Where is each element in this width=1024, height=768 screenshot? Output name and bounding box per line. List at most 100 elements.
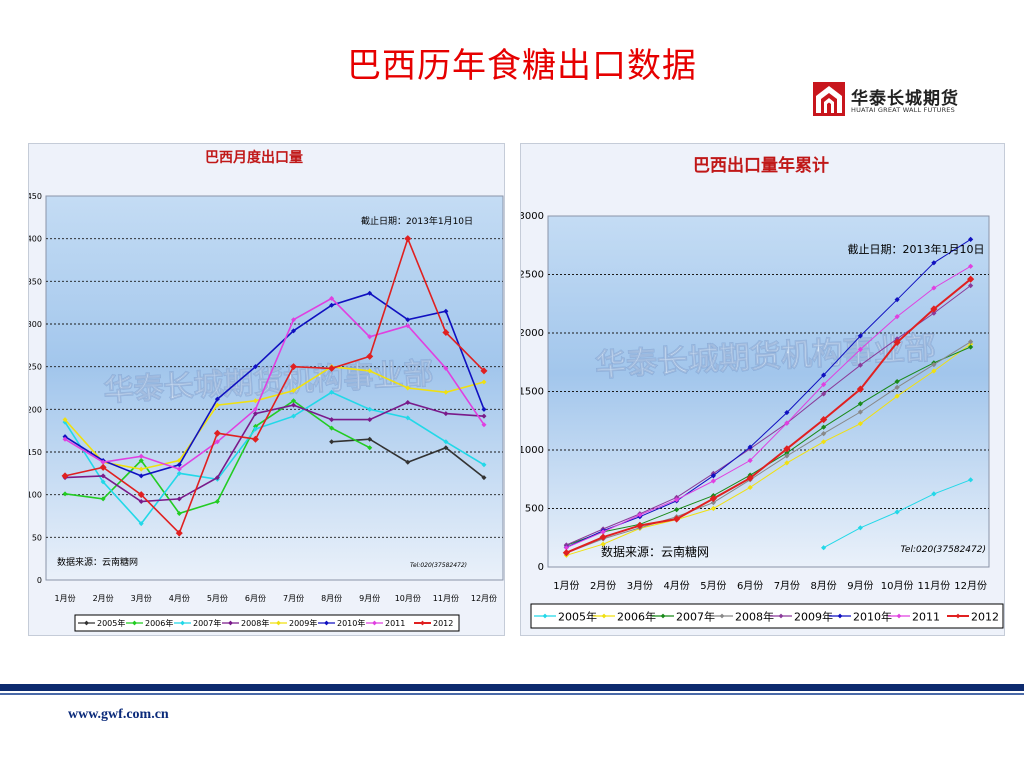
data-point — [214, 475, 220, 481]
legend-label: 2012 — [433, 619, 453, 628]
y-tick-label: 250 — [29, 363, 42, 372]
data-point — [252, 398, 258, 404]
data-point — [968, 263, 974, 269]
y-tick-label: 3000 — [521, 211, 544, 222]
x-tick-label: 8月份 — [810, 580, 836, 592]
legend-marker — [837, 613, 843, 619]
data-point — [290, 363, 298, 371]
data-point — [176, 470, 182, 476]
data-point — [747, 457, 753, 464]
data-point — [176, 466, 182, 472]
x-tick-label: 9月份 — [847, 580, 873, 592]
chart-title: 巴西月度出口量 — [205, 149, 303, 166]
data-point — [291, 413, 297, 419]
tel-annotation: Tel:020(37582472) — [901, 545, 986, 555]
data-point — [857, 401, 863, 407]
series-line — [64, 297, 485, 470]
x-tick-label: 3月份 — [627, 580, 653, 592]
data-point — [329, 302, 335, 308]
data-point — [481, 406, 487, 412]
source-annotation: 数据来源：云南糖网 — [57, 556, 138, 568]
data-point — [405, 459, 411, 465]
data-point — [600, 541, 606, 547]
cumulative-export-chart: 巴西出口量年累计 0 500 1000 1500 2000 2500 3000 1月份 2月份 3月… — [520, 143, 1005, 636]
data-point — [213, 429, 221, 437]
legend-label: 2009年 — [794, 610, 833, 624]
data-point — [481, 422, 487, 428]
legend-marker — [542, 613, 548, 619]
data-point — [138, 453, 144, 459]
series-line — [64, 365, 485, 470]
x-tick-label: 10月份 — [395, 593, 421, 603]
x-tick-label: 2月份 — [590, 580, 616, 592]
data-point — [62, 491, 68, 497]
data-point — [746, 474, 754, 482]
legend-box — [74, 614, 460, 632]
y-tick-label: 50 — [32, 533, 42, 542]
legend-label: 2005年 — [558, 610, 597, 624]
data-point — [328, 364, 336, 372]
y-tick-label: 300 — [29, 320, 42, 329]
x-tick-label: 5月份 — [207, 593, 228, 603]
x-tick-label: 9月份 — [359, 593, 380, 603]
legend-label: 2011 — [385, 619, 405, 628]
data-point — [405, 415, 411, 421]
footer-bar-thin — [0, 693, 1024, 695]
legend-label: 2006年 — [617, 610, 656, 624]
series-line — [566, 285, 971, 546]
logo-name-cn: 华泰长城期货 — [851, 89, 959, 109]
data-point — [480, 367, 488, 375]
data-point — [367, 406, 373, 412]
data-point — [62, 417, 68, 423]
x-tick-label: 11月份 — [918, 580, 951, 592]
x-tick-label: 5月份 — [700, 580, 726, 592]
data-point — [599, 533, 607, 541]
slide-title: 巴西历年食糖出口数据 — [347, 46, 697, 86]
monthly-export-chart: 巴西月度出口量 0 50 100 150 200 250 300 350 400 450 1月份 2月份… — [28, 143, 505, 636]
legend-label: 2011 — [912, 611, 940, 624]
legend-label: 2008年 — [735, 610, 774, 624]
data-point — [674, 497, 680, 503]
x-tick-label: 1月份 — [553, 580, 579, 592]
legend-marker — [719, 613, 725, 619]
data-point — [291, 328, 297, 334]
y-tick-label: 200 — [29, 405, 42, 414]
data-point — [62, 436, 68, 442]
y-tick-label: 0 — [538, 562, 544, 573]
legend-marker — [228, 620, 233, 626]
y-tick-label: 1500 — [521, 387, 544, 398]
legend-marker — [132, 620, 137, 626]
data-point — [857, 362, 863, 368]
legend-label: 2007年 — [676, 610, 715, 624]
y-tick-label: 2000 — [521, 328, 544, 339]
data-point — [176, 496, 182, 502]
data-point — [138, 498, 144, 504]
data-point — [710, 505, 716, 512]
data-point — [252, 406, 258, 412]
data-point — [100, 479, 106, 485]
legend-marker — [84, 620, 89, 626]
x-tick-label: 8月份 — [321, 593, 342, 603]
y-tick-label: 450 — [29, 192, 42, 201]
data-point — [857, 409, 863, 415]
data-point — [138, 473, 144, 479]
data-point — [968, 477, 974, 483]
x-tick-label: 6月份 — [245, 593, 266, 603]
x-tick-label: 4月份 — [663, 580, 689, 592]
data-point — [443, 365, 449, 371]
data-point — [784, 460, 790, 466]
data-point — [405, 317, 411, 323]
legend-label: 2009年 — [289, 618, 317, 628]
series-line — [566, 278, 972, 554]
legend-label: 2012 — [971, 611, 999, 624]
data-point — [894, 378, 900, 385]
legend-label: 2010年 — [853, 610, 892, 624]
data-point — [673, 515, 681, 523]
y-tick-label: 1000 — [521, 445, 544, 456]
data-point — [857, 333, 863, 339]
data-point — [563, 545, 569, 551]
series-line — [64, 236, 485, 535]
series-line — [64, 401, 485, 503]
data-point — [443, 439, 449, 445]
tel-annotation: Tel:020(37582472) — [410, 562, 467, 569]
